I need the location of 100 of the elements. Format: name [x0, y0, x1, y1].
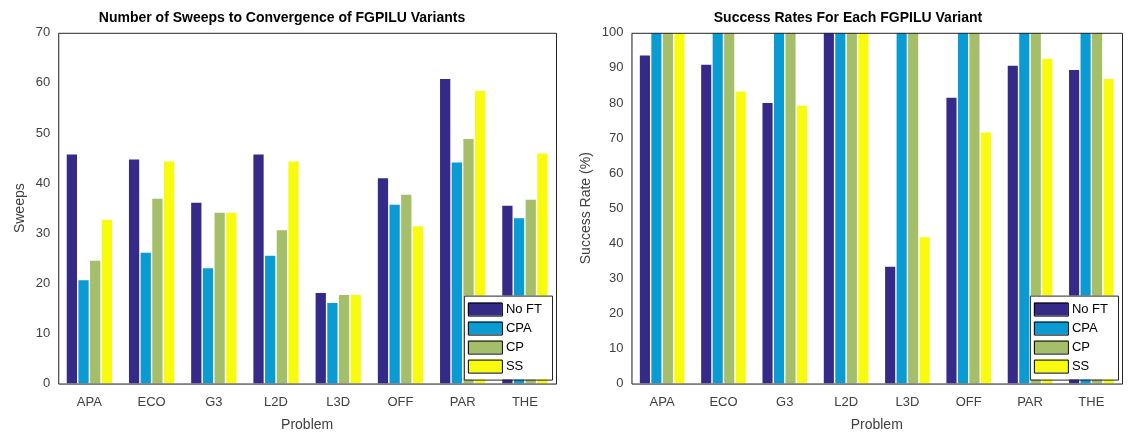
- bar: [440, 78, 451, 384]
- y-tick-label: 40: [609, 234, 624, 250]
- bar: [1007, 65, 1018, 384]
- bar: [712, 32, 723, 384]
- legend-label: No FT: [505, 300, 543, 316]
- legend-label: CPA: [505, 319, 532, 335]
- y-tick-label: 60: [609, 164, 624, 180]
- bar: [90, 260, 101, 384]
- y-tick-label: 0: [616, 375, 624, 391]
- y-tick-label: 30: [609, 269, 624, 285]
- bar: [265, 255, 276, 384]
- bar: [724, 32, 735, 384]
- bar: [674, 32, 685, 384]
- bar: [885, 266, 896, 384]
- x-tick-label: THE: [1078, 393, 1105, 409]
- bar: [701, 64, 712, 384]
- bar: [412, 226, 424, 384]
- x-tick-label: ECO: [709, 393, 738, 409]
- x-tick-label: OFF: [955, 393, 982, 409]
- bar: [919, 237, 930, 384]
- bar: [762, 102, 773, 384]
- legend-label: CPA: [1071, 319, 1098, 335]
- bar: [288, 161, 299, 384]
- y-tick-label: 50: [35, 124, 51, 140]
- bar: [140, 252, 151, 384]
- x-tick-label: PAR: [1017, 393, 1043, 409]
- x-tick-label: L3D: [895, 393, 920, 409]
- bar: [785, 32, 796, 384]
- x-tick-label: L2D: [264, 393, 288, 409]
- y-axis-title: Success Rate (%): [577, 152, 594, 265]
- bar: [969, 32, 980, 384]
- bar: [639, 55, 650, 384]
- x-tick-label: PAR: [449, 393, 476, 409]
- bar: [253, 154, 264, 384]
- x-tick-label: L3D: [326, 393, 351, 409]
- bar: [128, 159, 140, 384]
- x-tick-label: APA: [649, 393, 675, 409]
- y-tick-label: 40: [35, 174, 51, 190]
- bar: [1019, 32, 1030, 384]
- bar: [276, 230, 287, 384]
- bar: [846, 32, 857, 384]
- y-tick-label: 70: [35, 24, 51, 40]
- x-tick-label: G3: [205, 393, 223, 409]
- bar: [101, 219, 112, 384]
- x-tick-label: OFF: [387, 393, 414, 409]
- bar: [957, 32, 969, 384]
- bar: [946, 97, 957, 384]
- bar: [451, 162, 462, 384]
- bar: [202, 268, 214, 384]
- bar: [651, 32, 662, 384]
- bar: [191, 202, 202, 384]
- bar: [350, 294, 361, 384]
- x-tick-label: ECO: [137, 393, 166, 409]
- legend-label: CP: [505, 338, 524, 354]
- bar: [796, 105, 808, 384]
- bar: [773, 32, 785, 384]
- x-tick-label: THE: [511, 393, 539, 409]
- bar: [908, 32, 919, 384]
- legend-label: SS: [1071, 357, 1090, 373]
- x-tick-label: APA: [76, 393, 103, 409]
- x-tick-label: L2D: [834, 393, 859, 409]
- y-tick-label: 20: [609, 305, 624, 321]
- bar: [214, 212, 225, 384]
- bar: [338, 294, 350, 384]
- bar: [858, 32, 869, 384]
- y-tick-label: 80: [609, 94, 624, 110]
- legend-label: No FT: [1071, 300, 1109, 316]
- x-axis-title: Problem: [850, 416, 903, 433]
- y-tick-label: 10: [35, 325, 51, 341]
- bar: [662, 32, 673, 384]
- y-tick-label: 10: [609, 340, 624, 356]
- y-tick-label: 20: [35, 274, 51, 290]
- bar: [835, 32, 846, 384]
- bar: [980, 132, 992, 384]
- bar: [377, 178, 389, 384]
- bar: [78, 280, 89, 384]
- chart-title: Success Rates For Each FGPILU Variant: [713, 9, 983, 26]
- bar: [823, 32, 834, 384]
- y-tick-label: 90: [609, 59, 624, 75]
- bar: [327, 302, 338, 384]
- bar: [896, 32, 907, 384]
- y-tick-label: 70: [609, 129, 624, 145]
- bar: [152, 198, 163, 384]
- y-tick-label: 100: [601, 24, 624, 40]
- bar: [315, 292, 326, 384]
- bar: [389, 204, 400, 384]
- x-axis-title: Problem: [281, 416, 334, 433]
- y-tick-label: 60: [35, 74, 51, 90]
- bar: [66, 154, 77, 384]
- x-tick-label: G3: [776, 393, 794, 409]
- legend-label: SS: [505, 357, 524, 373]
- y-axis-title: Sweeps: [11, 183, 28, 234]
- bar: [226, 212, 237, 384]
- bar: [163, 161, 175, 384]
- y-tick-label: 0: [43, 375, 51, 391]
- chart-title: Number of Sweeps to Convergence of FGPILU Variants: [98, 9, 466, 26]
- y-tick-label: 30: [35, 224, 51, 240]
- bar: [401, 194, 412, 384]
- legend-label: CP: [1071, 338, 1090, 354]
- bar: [735, 91, 746, 384]
